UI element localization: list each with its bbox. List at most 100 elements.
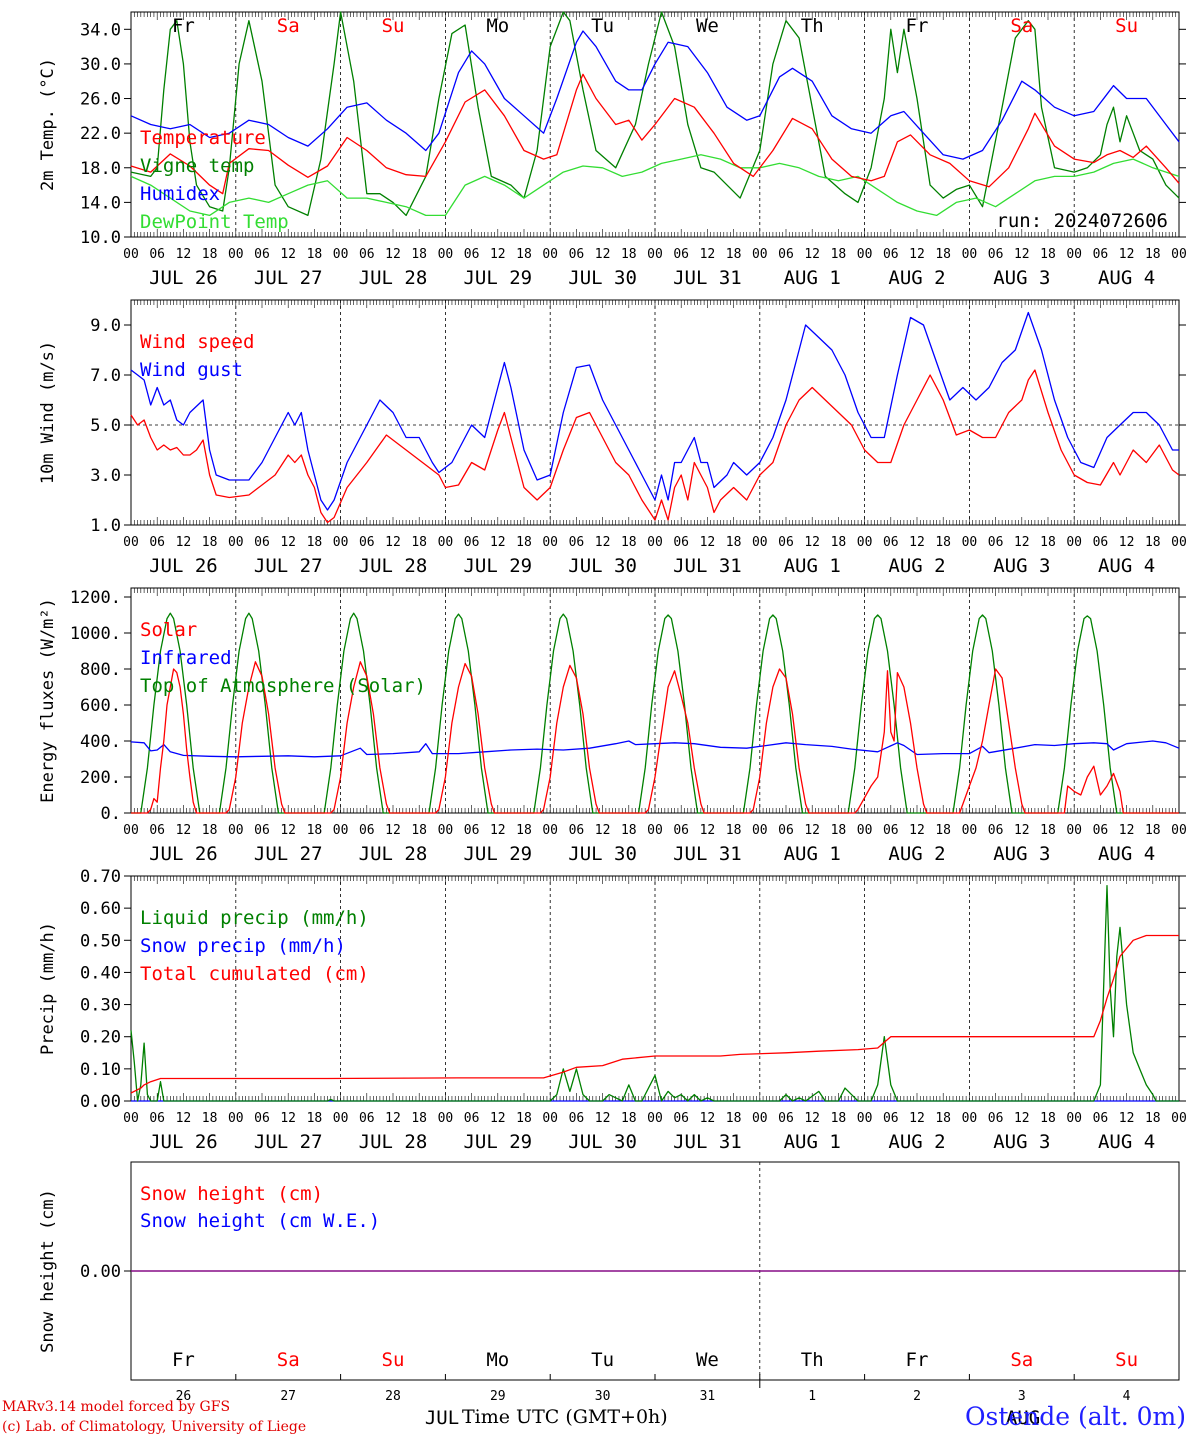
y-tick-label: 1.0 [90,516,121,536]
hour-tick-label: 12 [1014,823,1030,838]
date-label: JUL 27 [254,267,323,289]
hour-tick-label: 06 [778,823,794,838]
hour-tick-label: 00 [438,247,454,262]
hour-tick-label: 00 [438,1111,454,1126]
hour-tick-label: 18 [1145,1111,1161,1126]
series-line-wind-gust [130,311,1179,511]
date-label: AUG 1 [784,1131,841,1153]
y-tick-label: 22.0 [80,124,121,144]
hour-tick-label: 18 [202,1111,218,1126]
hour-tick-label: 06 [359,535,375,550]
date-label: JUL 28 [359,1131,428,1153]
hour-tick-label: 18 [935,1111,951,1126]
series-line-vigne-temp [130,11,1180,217]
hour-tick-label: 18 [935,247,951,262]
hour-tick-label: 00 [1066,535,1082,550]
series-line-infrared [130,740,1180,758]
hour-tick-label: 00 [1171,1111,1187,1126]
weekday-label: Sa [277,1349,300,1371]
weekday-label: Sa [1010,1349,1033,1371]
hour-tick-label: 12 [909,535,925,550]
hour-tick-label: 12 [490,1111,506,1126]
weekday-label: Sa [1010,15,1033,37]
y-tick-label: 7.0 [90,366,121,386]
day-number-label: 2 [913,1389,921,1404]
y-tick-label: 0. [101,804,121,824]
y-tick-label: 400. [80,732,121,752]
series-line-liquid-precip-mm-h- [130,884,1179,1102]
weekday-label: Su [382,15,405,37]
hour-tick-label: 00 [438,823,454,838]
y-axis-label: Snow height (cm) [38,1189,58,1353]
hour-tick-label: 18 [831,535,847,550]
date-label: JUL 29 [463,843,532,865]
weekday-label: Sa [277,15,300,37]
hour-tick-label: 06 [569,247,585,262]
date-label: JUL 31 [673,267,742,289]
hour-tick-label: 12 [1119,823,1135,838]
hour-tick-label: 06 [673,535,689,550]
hour-tick-label: 18 [831,823,847,838]
hour-tick-label: 06 [359,1111,375,1126]
month-label-jul: JUL [425,1407,459,1429]
hour-tick-label: 00 [857,1111,873,1126]
weekday-label: Su [382,1349,405,1371]
series-line-dewpoint-temp [130,154,1180,217]
hour-tick-label: 12 [1014,1111,1030,1126]
hour-tick-label: 12 [490,535,506,550]
hour-tick-label: 00 [752,823,768,838]
date-label: JUL 26 [149,1131,218,1153]
hour-tick-label: 18 [1145,823,1161,838]
hour-tick-label: 18 [307,1111,323,1126]
hour-tick-label: 12 [280,247,296,262]
hour-tick-label: 18 [621,247,637,262]
hour-tick-label: 18 [516,823,532,838]
weekday-label: Mo [486,15,509,37]
hour-tick-label: 00 [962,535,978,550]
hour-tick-label: 12 [909,247,925,262]
hour-tick-label: 06 [988,823,1004,838]
legend-liquid-precip-mm-h-: Liquid precip (mm/h) [140,907,369,929]
hour-tick-label: 18 [202,823,218,838]
hour-tick-label: 06 [1093,247,1109,262]
hour-tick-label: 12 [490,823,506,838]
date-label: JUL 31 [673,555,742,577]
hour-tick-label: 18 [831,247,847,262]
hour-tick-label: 12 [804,1111,820,1126]
date-label: JUL 27 [254,555,323,577]
hour-tick-label: 00 [857,823,873,838]
date-label: AUG 4 [1098,555,1155,577]
legend-humidex: Humidex [140,183,220,205]
date-label: JUL 27 [254,843,323,865]
hour-tick-label: 18 [411,823,427,838]
hour-tick-label: 00 [857,535,873,550]
legend-solar: Solar [140,619,197,641]
y-axis-label: 2m Temp. (°C) [38,58,58,191]
hour-tick-label: 18 [935,823,951,838]
time-axis-title: Time UTC (GMT+0h) [462,1406,668,1428]
hour-tick-label: 00 [752,247,768,262]
day-number-label: 30 [595,1389,611,1404]
hour-tick-label: 00 [228,247,244,262]
legend-snow-height-cm-w-e-: Snow height (cm W.E.) [140,1210,380,1232]
hour-tick-label: 18 [307,823,323,838]
date-label: JUL 30 [568,1131,637,1153]
hour-tick-label: 18 [202,535,218,550]
hour-tick-label: 18 [516,535,532,550]
day-number-label: 28 [385,1389,401,1404]
series-line-wind-speed [130,369,1180,524]
date-label: AUG 3 [993,555,1050,577]
hour-tick-label: 18 [1145,535,1161,550]
hour-tick-label: 12 [700,247,716,262]
hour-tick-label: 06 [569,823,585,838]
hour-tick-label: 06 [673,247,689,262]
legend-snow-height-cm-: Snow height (cm) [140,1183,323,1205]
hour-tick-label: 00 [333,247,349,262]
date-label: JUL 31 [673,1131,742,1153]
hour-tick-label: 12 [176,247,192,262]
hour-tick-label: 12 [176,1111,192,1126]
hour-tick-label: 18 [202,247,218,262]
y-tick-label: 30.0 [80,55,121,75]
hour-tick-label: 00 [228,1111,244,1126]
weekday-label: We [696,15,719,37]
